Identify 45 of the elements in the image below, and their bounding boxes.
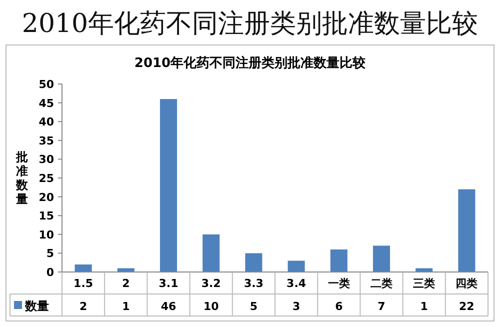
x-tick-label: 3.1 <box>158 277 178 290</box>
x-tick-label: 三类 <box>413 277 436 290</box>
data-label: 6 <box>335 300 344 313</box>
y-tick-label: 0 <box>46 266 54 279</box>
bar <box>416 268 433 272</box>
bar <box>202 234 220 272</box>
chart-subtitle: 2010年化药不同注册类别批准数量比较 <box>134 55 367 71</box>
bar <box>245 253 262 272</box>
y-tick-label: 5 <box>46 247 54 260</box>
y-tick-label: 45 <box>38 96 54 110</box>
y-tick-label: 40 <box>38 116 54 129</box>
x-tick-label: 3.2 <box>201 277 221 290</box>
x-tick-label: 3.4 <box>286 277 306 290</box>
y-tick-label: 50 <box>38 78 54 91</box>
data-label: 5 <box>250 300 258 313</box>
y-tick-label: 10 <box>38 228 54 242</box>
legend-label: 数量 <box>24 299 49 313</box>
data-label: 1 <box>420 300 428 313</box>
x-tick-label: 一类 <box>328 277 350 290</box>
y-tick-label: 30 <box>38 153 54 166</box>
bar <box>288 260 305 272</box>
bar <box>372 246 390 272</box>
data-label: 3 <box>292 300 300 313</box>
y-tick-label: 20 <box>38 190 54 204</box>
data-label: 2 <box>79 300 88 313</box>
chart-title: 2010年化药不同注册类别批准数量比较 <box>22 9 478 39</box>
data-label: 7 <box>378 300 386 313</box>
data-label: 1 <box>122 300 130 313</box>
y-tick-label: 15 <box>38 210 54 223</box>
x-tick-label: 3.3 <box>244 277 264 290</box>
x-tick-label: 二类 <box>370 277 392 290</box>
data-label: 22 <box>459 300 474 313</box>
y-tick-label: 35 <box>38 134 54 148</box>
y-axis-title: 批准数量 <box>15 150 29 206</box>
x-tick-label: 四类 <box>456 277 478 290</box>
bar <box>117 268 134 272</box>
bar <box>74 264 92 272</box>
y-tick-label: 25 <box>38 172 54 185</box>
data-label: 46 <box>160 300 176 313</box>
x-tick-label: 2 <box>122 277 130 290</box>
bar <box>458 189 476 272</box>
x-tick-label: 1.5 <box>74 277 94 290</box>
bar <box>160 99 178 272</box>
data-label: 10 <box>203 300 220 313</box>
bar <box>330 249 348 272</box>
